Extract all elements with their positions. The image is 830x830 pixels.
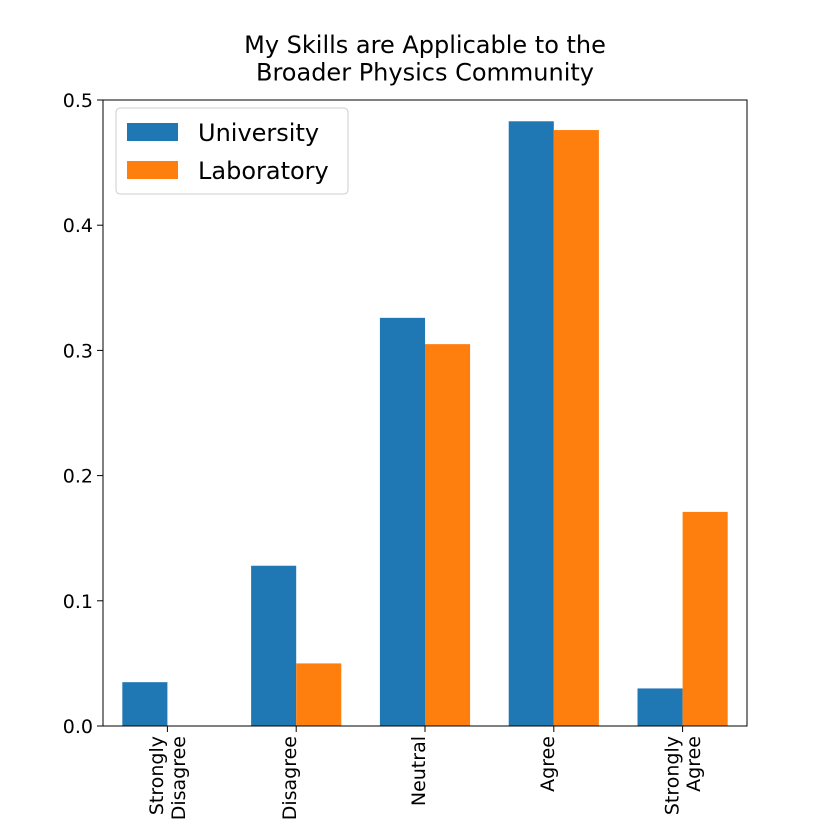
y-tick-label: 0.5 xyxy=(63,90,93,112)
bar xyxy=(637,688,683,726)
x-tick-label-group: StronglyAgree xyxy=(661,736,705,815)
bar xyxy=(682,511,728,726)
x-tick-label: StronglyAgree xyxy=(661,736,705,815)
legend-label: University xyxy=(198,119,319,147)
legend-swatch xyxy=(127,123,178,141)
bar xyxy=(425,344,471,726)
y-tick-label: 0.2 xyxy=(63,466,93,488)
y-tick-label: 0.0 xyxy=(63,716,93,738)
x-tick-label: StronglyDisagree xyxy=(146,736,190,820)
chart-title: My Skills are Applicable to the Broader P… xyxy=(244,31,606,87)
legend-swatch xyxy=(127,161,178,179)
x-tick-label-group: Disagree xyxy=(279,736,301,820)
bar xyxy=(379,317,425,726)
y-tick-label: 0.1 xyxy=(63,591,93,613)
bar xyxy=(508,121,554,726)
y-tick-label: 0.3 xyxy=(63,340,93,362)
x-tick-label-group: Neutral xyxy=(408,736,430,806)
y-tick-label: 0.4 xyxy=(63,215,93,237)
bar xyxy=(251,565,297,726)
x-tick-label-group: Agree xyxy=(537,736,559,792)
x-tick-label: Neutral xyxy=(408,736,430,806)
x-tick-label: Agree xyxy=(537,736,559,792)
bar xyxy=(553,130,599,727)
legend-label: Laboratory xyxy=(198,157,329,185)
bar xyxy=(296,663,342,726)
bar xyxy=(122,682,168,726)
x-tick-label-group: StronglyDisagree xyxy=(146,736,190,820)
x-tick-label: Disagree xyxy=(279,736,301,820)
